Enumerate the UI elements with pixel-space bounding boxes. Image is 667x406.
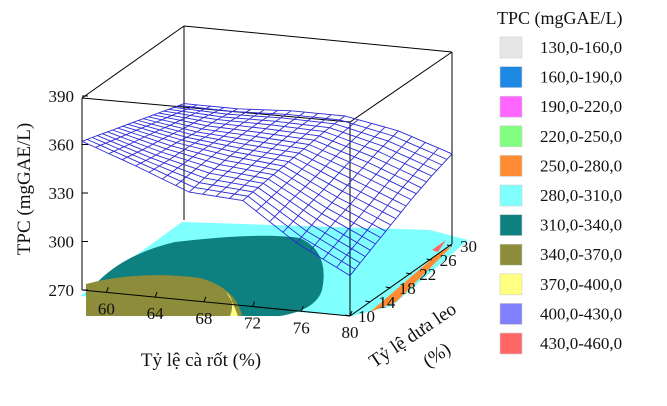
z-tick-label: 270 <box>49 281 75 300</box>
legend-swatch <box>499 214 523 236</box>
mesh-line-y <box>188 110 292 193</box>
mesh-line-y <box>336 147 439 268</box>
mesh-line-y <box>81 103 185 142</box>
x-tick-label: 64 <box>147 304 165 323</box>
mesh-line-y <box>108 105 211 155</box>
legend-swatch <box>499 155 523 177</box>
x-tick-label: 72 <box>244 314 261 333</box>
legend-label: 370,0-400,0 <box>540 275 622 294</box>
mesh-line-y <box>122 107 225 161</box>
mesh-line-y <box>296 130 399 244</box>
box-edge <box>349 243 453 317</box>
floor-contours <box>80 222 468 316</box>
mesh-line-y <box>255 119 359 212</box>
legend: TPC (mgGAE/L) 130,0-160,0 160,0-190,0 190,… <box>497 8 623 355</box>
legend-swatch <box>499 95 523 118</box>
x-axis-title: Tỷ lệ cà rốt (%) <box>141 350 261 371</box>
z-tick-label: 390 <box>49 87 75 106</box>
y-tick-mark <box>365 300 371 303</box>
mesh-line-y <box>269 123 372 223</box>
x-tick-label: 68 <box>195 309 212 328</box>
legend-label: 220,0-250,0 <box>540 127 622 146</box>
z-tick-label: 330 <box>49 184 75 203</box>
mesh-line-y <box>282 126 386 233</box>
y-tick-label: 26 <box>440 251 457 270</box>
legend-swatch <box>499 303 523 325</box>
mesh-line-y <box>135 108 238 167</box>
x-tick-mark <box>252 301 256 307</box>
mesh-line-y <box>309 136 413 252</box>
y-tick-mark <box>406 272 412 275</box>
legend-swatch <box>499 332 523 355</box>
legend-swatch <box>499 66 523 88</box>
x-tick-label: 76 <box>293 318 310 337</box>
mesh-line-y <box>215 113 319 197</box>
mesh-line-y <box>95 104 198 148</box>
y-tick-mark <box>344 314 351 317</box>
surface-mesh <box>81 103 453 276</box>
y-tick-mark <box>426 258 432 261</box>
x-tick-mark <box>154 291 158 298</box>
box-edge <box>183 25 453 53</box>
x-tick-mark <box>349 310 353 317</box>
legend-label: 340,0-370,0 <box>540 245 622 264</box>
legend-items: 130,0-160,0 160,0-190,0 190,0-220,0 220,0-2… <box>499 36 622 355</box>
contour-340-370 <box>86 275 242 316</box>
x-tick-mark <box>203 296 207 303</box>
z-axis-title: TPC (mgGAE/L) <box>14 123 35 255</box>
x-tick-mark <box>300 306 304 312</box>
legend-swatch <box>499 184 523 207</box>
legend-title: TPC (mgGAE/L) <box>497 8 623 29</box>
x-tick-label: 60 <box>98 299 115 318</box>
y-tick-mark <box>446 244 453 247</box>
mesh-line-y <box>162 109 265 180</box>
mesh-line-x <box>137 120 407 207</box>
legend-label: 280,0-310,0 <box>540 186 622 205</box>
legend-label: 310,0-340,0 <box>540 216 622 235</box>
legend-label: 400,0-430,0 <box>540 304 622 323</box>
mesh-line-y <box>202 111 305 195</box>
box-edge <box>81 25 185 99</box>
legend-label: 190,0-220,0 <box>540 97 622 116</box>
mesh-line-y <box>148 108 252 173</box>
y-tick-mark <box>385 286 391 289</box>
y-tick-label: 18 <box>399 279 416 298</box>
y-tick-label: 30 <box>460 237 477 256</box>
legend-label: 160,0-190,0 <box>540 68 622 87</box>
x-tick-label: 80 <box>342 323 359 342</box>
z-tick-label: 360 <box>49 136 75 155</box>
mesh-line-y <box>322 142 426 260</box>
y-tick-label: 22 <box>419 265 436 284</box>
y-tick-label: 14 <box>378 293 396 312</box>
legend-label: 430,0-460,0 <box>540 334 622 353</box>
box-edge <box>81 289 351 317</box>
mesh-line-y <box>349 153 453 276</box>
mesh-line-x <box>127 123 397 220</box>
mesh-line-y <box>175 109 279 186</box>
legend-label: 130,0-160,0 <box>540 38 622 57</box>
y-tick-label: 10 <box>358 307 375 326</box>
box-edge <box>349 51 453 123</box>
legend-label: 250,0-280,0 <box>540 156 622 175</box>
contour-370-400 <box>226 292 238 316</box>
mesh-line-y <box>242 115 346 201</box>
mesh-line-y <box>229 114 332 199</box>
contour-430-460 <box>432 240 446 252</box>
legend-swatch <box>499 36 523 59</box>
legend-swatch <box>499 273 523 296</box>
y-axis-title-line2: (%) <box>419 339 454 372</box>
legend-swatch <box>499 125 523 148</box>
z-tick-label: 300 <box>49 233 75 252</box>
x-tick-mark <box>105 287 109 293</box>
legend-swatch <box>499 243 523 266</box>
contour-250-280 <box>370 246 452 312</box>
